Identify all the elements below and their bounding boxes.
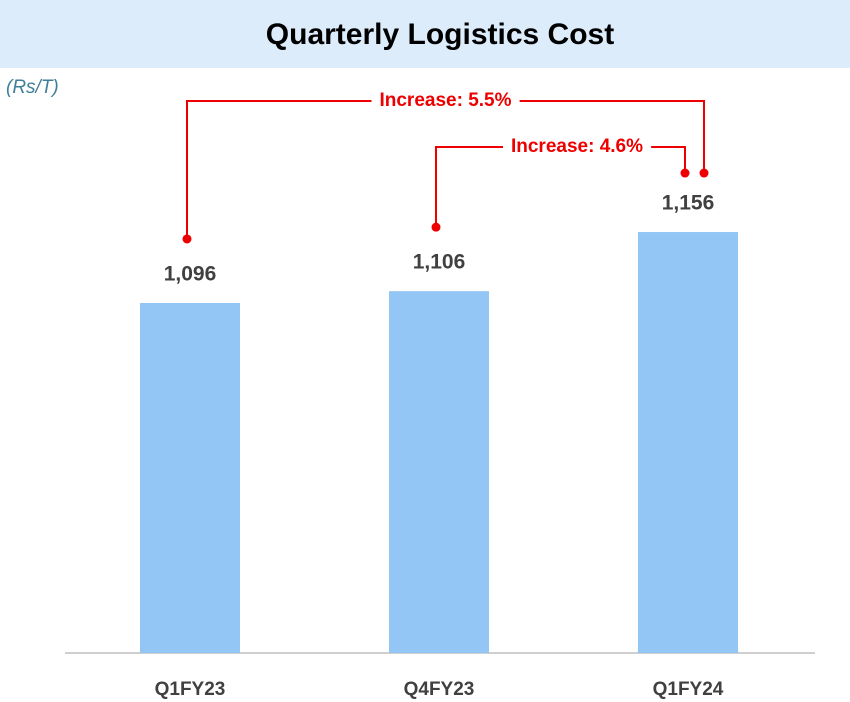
x-tick-label: Q4FY23	[404, 679, 475, 700]
value-label: 1,106	[413, 251, 466, 274]
annotation-label-bg	[502, 136, 652, 158]
bar	[638, 232, 738, 653]
value-label: 1,156	[662, 192, 715, 215]
annotation-label: Increase: 5.5%	[379, 90, 511, 111]
y-unit: (Rs/T)	[6, 77, 59, 98]
annotation-dot	[431, 222, 441, 232]
annotation-connector	[186, 100, 705, 239]
value-label: 1,096	[164, 263, 217, 286]
annotation-dot	[182, 234, 192, 244]
annotation-label-bg	[371, 90, 520, 112]
chart-title: Quarterly Logistics Cost	[266, 18, 614, 51]
annotation-connector	[435, 146, 686, 228]
annotation-label: Increase: 4.6%	[511, 136, 643, 157]
bar	[389, 291, 489, 653]
x-tick-label: Q1FY23	[155, 679, 226, 700]
bar	[140, 302, 240, 653]
x-tick-label: Q1FY24	[653, 679, 724, 700]
title-band	[0, 0, 850, 68]
annotation-dot	[680, 168, 690, 178]
annotation-dot	[699, 168, 709, 178]
